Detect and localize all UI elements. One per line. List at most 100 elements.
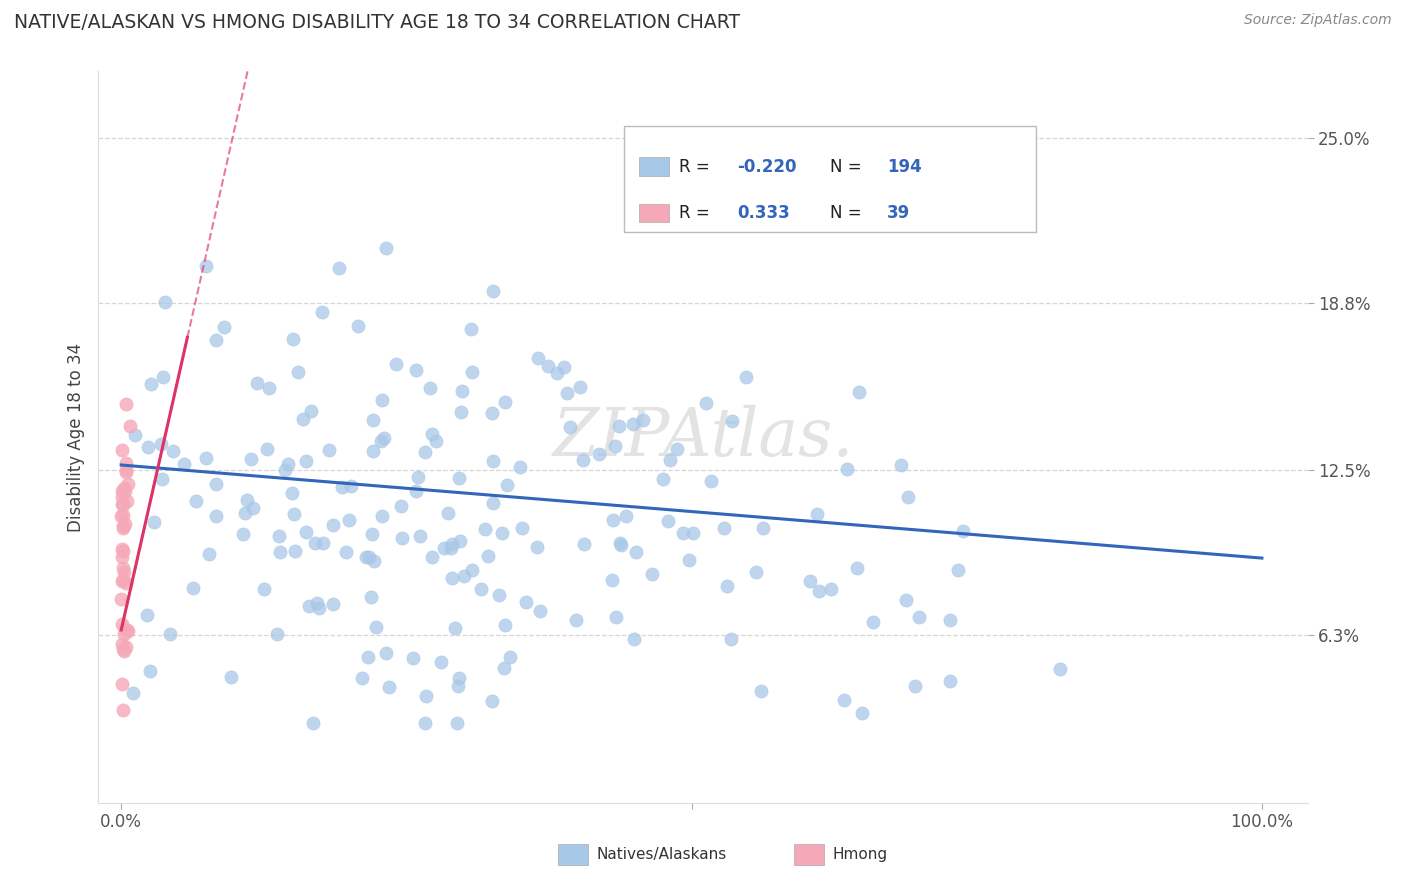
Point [659, 453, 682, 467]
Point [155, 294, 177, 309]
Point [430, 655, 453, 669]
Point [115, 397, 138, 411]
Point [808, 584, 831, 599]
Point [184, 493, 207, 508]
Point [657, 514, 679, 528]
Point [440, 541, 463, 555]
Point [631, 413, 654, 427]
Point [716, 579, 738, 593]
Point [340, 479, 363, 493]
Point [555, 386, 578, 401]
Text: Natives/Alaskans: Natives/Alaskans [596, 847, 727, 863]
Point [695, 396, 717, 410]
Point [330, 480, 353, 494]
Point [450, 405, 472, 419]
Point [569, 379, 592, 393]
Point [845, 560, 868, 574]
Point [111, 703, 134, 717]
Point [494, 395, 516, 409]
Point [482, 284, 505, 298]
Bar [638, 204, 669, 222]
Point [470, 582, 492, 596]
Point [111, 573, 134, 587]
Point [318, 442, 340, 457]
Point [142, 516, 165, 530]
Point [111, 642, 134, 657]
Point [420, 549, 443, 564]
Point [405, 363, 427, 377]
Point [602, 513, 624, 527]
Point [212, 320, 235, 334]
Text: 0.333: 0.333 [737, 204, 790, 222]
Point [162, 443, 184, 458]
Point [896, 490, 918, 504]
Point [938, 673, 960, 688]
Point [946, 563, 969, 577]
Point [115, 463, 138, 477]
Point [111, 561, 134, 575]
Point [371, 508, 394, 523]
Point [112, 565, 135, 579]
Point [848, 384, 870, 399]
Point [111, 519, 134, 533]
Text: ZIPAtlas.: ZIPAtlas. [553, 404, 853, 470]
Point [904, 679, 927, 693]
Point [281, 332, 304, 346]
Point [256, 442, 278, 457]
Point [328, 261, 350, 276]
Point [623, 632, 645, 647]
Point [546, 367, 568, 381]
Point [114, 465, 136, 479]
Text: 194: 194 [887, 158, 921, 176]
Point [198, 547, 221, 561]
Text: N =: N = [830, 204, 868, 222]
Point [461, 563, 484, 577]
Point [115, 456, 138, 470]
Point [149, 437, 172, 451]
Point [413, 716, 436, 731]
Point [799, 574, 821, 588]
Point [444, 621, 467, 635]
Point [114, 484, 136, 499]
Point [159, 627, 181, 641]
Point [307, 596, 329, 610]
Point [682, 525, 704, 540]
Point [425, 434, 447, 448]
Point [499, 649, 522, 664]
Point [240, 452, 263, 467]
Point [496, 477, 519, 491]
Point [269, 545, 291, 559]
Point [139, 665, 162, 679]
Point [491, 525, 513, 540]
Point [408, 528, 430, 542]
Point [112, 627, 135, 641]
Point [605, 609, 627, 624]
Point [389, 499, 412, 513]
Point [571, 453, 593, 467]
Point [120, 418, 142, 433]
Point [835, 462, 858, 476]
Point [295, 525, 318, 540]
Point [482, 496, 505, 510]
Point [287, 365, 309, 379]
Point [415, 689, 437, 703]
Point [419, 381, 441, 395]
Point [354, 550, 377, 565]
Point [565, 613, 588, 627]
Point [446, 716, 468, 731]
Point [111, 443, 134, 458]
Point [408, 470, 430, 484]
Point [603, 439, 626, 453]
Point [494, 618, 516, 632]
Point [510, 521, 533, 535]
Point [529, 604, 551, 618]
Point [862, 615, 884, 629]
Point [441, 571, 464, 585]
Point [152, 370, 174, 384]
Point [235, 506, 257, 520]
Point [111, 616, 134, 631]
Point [361, 413, 384, 427]
Point [461, 365, 484, 379]
Point [385, 357, 408, 371]
Point [111, 550, 134, 565]
